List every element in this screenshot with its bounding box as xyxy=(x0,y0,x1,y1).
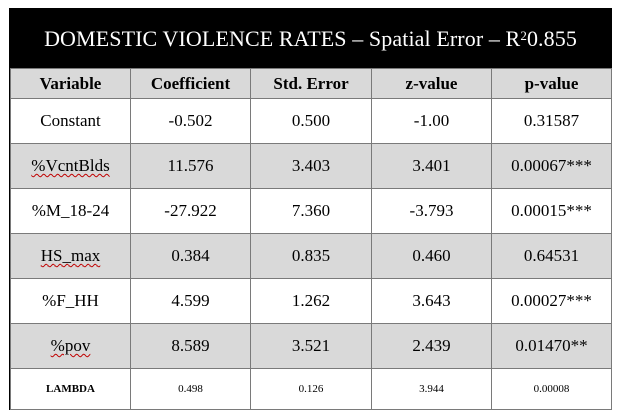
cell-coefficient: 0.384 xyxy=(130,233,251,279)
header-row: Variable Coefficient Std. Error z-value … xyxy=(10,68,612,99)
title-r2-value: 0.855 xyxy=(526,25,577,51)
cell-variable: %F_HH xyxy=(10,278,131,324)
cell-std-error: 0.835 xyxy=(250,233,372,279)
cell-coefficient: 4.599 xyxy=(130,278,251,324)
title-superscript: 2 xyxy=(520,27,527,43)
cell-variable: LAMBDA xyxy=(10,368,131,410)
title-text: DOMESTIC VIOLENCE RATES – Spatial Error … xyxy=(44,25,521,51)
cell-std-error: 3.403 xyxy=(250,143,372,189)
results-table-frame: DOMESTIC VIOLENCE RATES – Spatial Error … xyxy=(9,8,612,410)
table-row: %M_18-24 -27.922 7.360 -3.793 0.00015*** xyxy=(10,188,612,234)
col-header-p-value: p-value xyxy=(491,68,612,99)
cell-coefficient: -27.922 xyxy=(130,188,251,234)
cell-p-value: 0.00008 xyxy=(491,368,612,410)
variable-label: HS_max xyxy=(40,246,101,265)
cell-z-value: 3.944 xyxy=(371,368,492,410)
cell-p-value: 0.64531 xyxy=(491,233,612,279)
regression-table: Variable Coefficient Std. Error z-value … xyxy=(10,68,612,410)
table-row: LAMBDA 0.498 0.126 3.944 0.00008 xyxy=(10,368,612,410)
table-row: Constant -0.502 0.500 -1.00 0.31587 xyxy=(10,98,612,144)
cell-z-value: -3.793 xyxy=(371,188,492,234)
col-header-z-value: z-value xyxy=(371,68,492,99)
cell-coefficient: 8.589 xyxy=(130,323,251,369)
col-header-variable: Variable xyxy=(10,68,131,99)
cell-p-value: 0.01470** xyxy=(491,323,612,369)
cell-variable: HS_max xyxy=(10,233,131,279)
cell-std-error: 3.521 xyxy=(250,323,372,369)
variable-label: %pov xyxy=(50,336,91,355)
cell-variable: %pov xyxy=(10,323,131,369)
table-title: DOMESTIC VIOLENCE RATES – Spatial Error … xyxy=(10,9,611,68)
table-row: %VcntBlds 11.576 3.403 3.401 0.00067*** xyxy=(10,143,612,189)
cell-coefficient: 11.576 xyxy=(130,143,251,189)
cell-z-value: 0.460 xyxy=(371,233,492,279)
cell-std-error: 0.500 xyxy=(250,98,372,144)
cell-std-error: 1.262 xyxy=(250,278,372,324)
cell-variable: %M_18-24 xyxy=(10,188,131,234)
cell-z-value: 3.643 xyxy=(371,278,492,324)
cell-coefficient: -0.502 xyxy=(130,98,251,144)
cell-p-value: 0.31587 xyxy=(491,98,612,144)
cell-z-value: 2.439 xyxy=(371,323,492,369)
variable-label: %VcntBlds xyxy=(31,156,110,175)
cell-variable: %VcntBlds xyxy=(10,143,131,189)
cell-std-error: 7.360 xyxy=(250,188,372,234)
table-row: HS_max 0.384 0.835 0.460 0.64531 xyxy=(10,233,612,279)
cell-p-value: 0.00027*** xyxy=(491,278,612,324)
cell-z-value: 3.401 xyxy=(371,143,492,189)
cell-std-error: 0.126 xyxy=(250,368,372,410)
table-row: %pov 8.589 3.521 2.439 0.01470** xyxy=(10,323,612,369)
col-header-std-error: Std. Error xyxy=(250,68,372,99)
cell-p-value: 0.00015*** xyxy=(491,188,612,234)
col-header-coefficient: Coefficient xyxy=(130,68,251,99)
cell-variable: Constant xyxy=(10,98,131,144)
cell-z-value: -1.00 xyxy=(371,98,492,144)
cell-p-value: 0.00067*** xyxy=(491,143,612,189)
cell-coefficient: 0.498 xyxy=(130,368,251,410)
table-row: %F_HH 4.599 1.262 3.643 0.00027*** xyxy=(10,278,612,324)
